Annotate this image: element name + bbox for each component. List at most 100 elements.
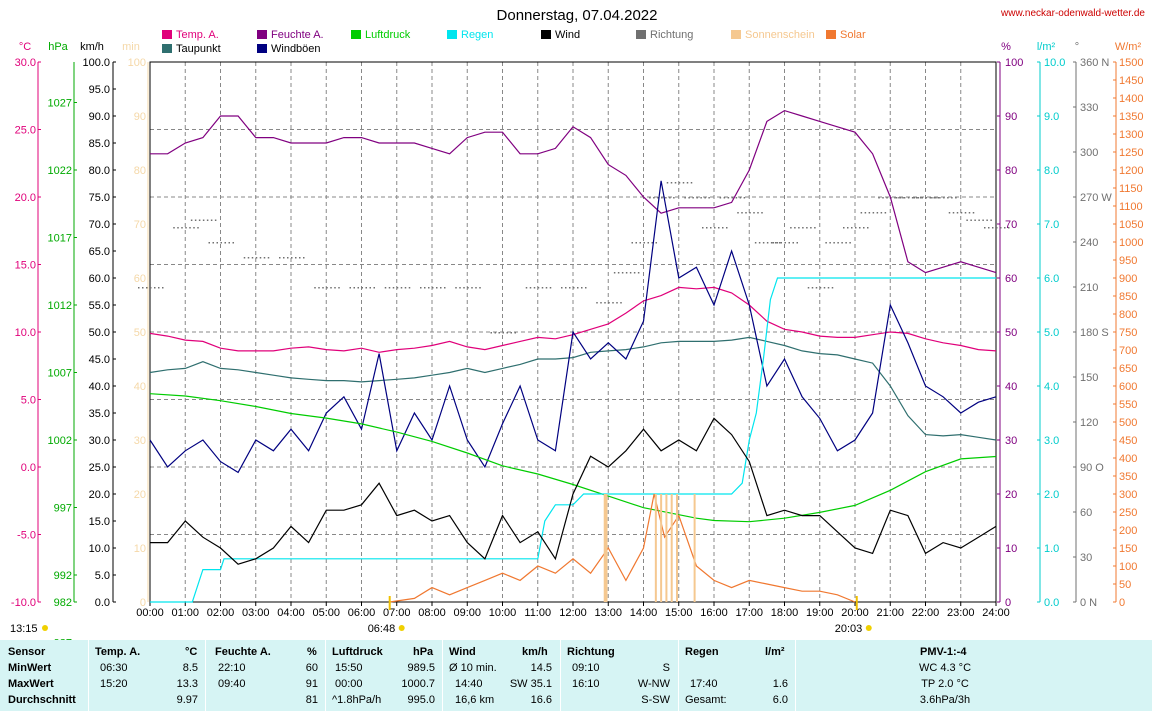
- temp-tick-label: 20.0: [15, 192, 36, 204]
- solar-tick-label: 250: [1119, 507, 1137, 519]
- sun-markers: 06:48 20:03 13:15: [10, 596, 872, 635]
- direction-dot: [911, 197, 914, 199]
- sun-tick-label: 30: [134, 435, 146, 447]
- direction-dot: [428, 287, 430, 289]
- direction-dot: [661, 197, 663, 199]
- direction-dot: [792, 242, 794, 244]
- legend-label: Windböen: [271, 43, 321, 55]
- legend-label: Luftdruck: [365, 29, 411, 41]
- sunshine-bar: [654, 494, 657, 602]
- direction-dot: [314, 287, 316, 289]
- wind-tick-label: 70.0: [89, 219, 110, 231]
- direction-dot: [706, 227, 708, 229]
- rain-tick-label: 4.0: [1044, 381, 1059, 393]
- direction-dot: [921, 197, 923, 199]
- direction-dot: [811, 287, 814, 289]
- sun-axis-unit: min: [122, 41, 140, 53]
- direction-dot: [718, 227, 720, 229]
- humidity-tick-label: 70: [1005, 219, 1017, 231]
- direction-dot: [432, 287, 434, 289]
- direction-dot: [625, 272, 628, 274]
- rain-max: 1.6: [772, 678, 788, 690]
- time-tick-label: 01:00: [171, 607, 199, 619]
- sunshine-bar: [675, 494, 678, 602]
- direction-dot: [780, 242, 782, 244]
- direction-tick-label: 90 O: [1080, 462, 1104, 474]
- direction-dot: [948, 212, 951, 214]
- direction-dot: [847, 227, 849, 229]
- temp-tick-label: 15.0: [15, 260, 36, 272]
- direction-dot: [647, 242, 649, 244]
- direction-dot: [212, 242, 214, 244]
- solar-tick-label: 1000: [1119, 237, 1143, 249]
- temp-min: 8.5: [182, 662, 198, 674]
- legend-swatch: [257, 30, 267, 39]
- direction-dot: [754, 242, 757, 244]
- solar-tick-label: 1350: [1119, 111, 1143, 123]
- direction-dot: [907, 197, 910, 199]
- time-tick-label: 21:00: [876, 607, 904, 619]
- sunshine-bar: [605, 494, 608, 602]
- direction-dot: [859, 227, 861, 229]
- time-tick-label: 11:00: [524, 607, 551, 619]
- temp-axis-unit: °C: [19, 41, 31, 53]
- direction-dot: [635, 242, 637, 244]
- direction-dot: [806, 227, 808, 229]
- sunset-label: 20:03: [835, 623, 863, 635]
- direction-tick-label: 240: [1080, 237, 1098, 249]
- direction-tick-label: 330: [1080, 102, 1098, 114]
- direction-dot: [884, 212, 887, 214]
- sensor-header: Sensor: [8, 646, 46, 658]
- direction-dot: [529, 287, 532, 289]
- temp-max: 13.3: [176, 678, 198, 690]
- direction-dot: [823, 287, 826, 289]
- direction-dot: [933, 197, 935, 199]
- direction-dot: [937, 197, 939, 199]
- direction-dot: [772, 242, 774, 244]
- direction-dot: [525, 287, 528, 289]
- temp-tick-label: -10.0: [11, 597, 36, 609]
- temp-tick-label: 0.0: [21, 462, 36, 474]
- direction-dot: [798, 227, 800, 229]
- humidity-tick-label: 60: [1005, 273, 1017, 285]
- wind-avg10: 14.5: [530, 662, 552, 674]
- series-feuchte-a-: [150, 109, 997, 274]
- legend-label: Richtung: [650, 29, 693, 41]
- direction-dot: [173, 227, 175, 229]
- time-tick-label: 08:00: [418, 607, 446, 619]
- solar-tick-label: 900: [1119, 273, 1137, 285]
- direction-dot: [688, 197, 690, 199]
- direction-tick-label: 300: [1080, 147, 1098, 159]
- direction-dot: [929, 197, 931, 199]
- hum-header: Feuchte A.: [215, 646, 271, 658]
- legend-swatch: [257, 44, 267, 53]
- direction-dot: [741, 212, 743, 214]
- direction-dot: [984, 227, 986, 229]
- pressure-tick-label: 1017: [48, 233, 72, 245]
- direction-dot: [440, 287, 442, 289]
- direction-tick-label: 60: [1080, 507, 1092, 519]
- direction-tick-label: 0 N: [1080, 597, 1097, 609]
- direction-dot: [463, 287, 465, 289]
- direction-dot: [708, 197, 710, 199]
- sun-tick-label: 0: [140, 597, 146, 609]
- temp-tick-label: 5.0: [21, 395, 36, 407]
- direction-dot: [600, 302, 602, 304]
- direction-dot: [690, 182, 693, 184]
- direction-dot: [810, 227, 812, 229]
- sunshine-bar: [603, 494, 606, 602]
- direction-dot: [384, 287, 387, 289]
- series-windb-en: [149, 180, 997, 474]
- time-tick-label: 00:00: [136, 607, 164, 619]
- pressure-tick-label: 1012: [48, 300, 72, 312]
- pressure-axis-unit: hPa: [48, 41, 68, 53]
- direction-dot: [665, 197, 667, 199]
- press-header: Luftdruck: [332, 646, 383, 658]
- direction-dot: [471, 287, 473, 289]
- direction-dot: [960, 212, 963, 214]
- wind-tick-label: 25.0: [89, 462, 110, 474]
- direction-dot: [722, 227, 724, 229]
- solar-axis-unit: W/m²: [1115, 41, 1142, 53]
- direction-dot: [210, 219, 213, 221]
- legend: Temp. A. Taupunkt Feuchte A. Windböen Luftdr…: [162, 29, 866, 55]
